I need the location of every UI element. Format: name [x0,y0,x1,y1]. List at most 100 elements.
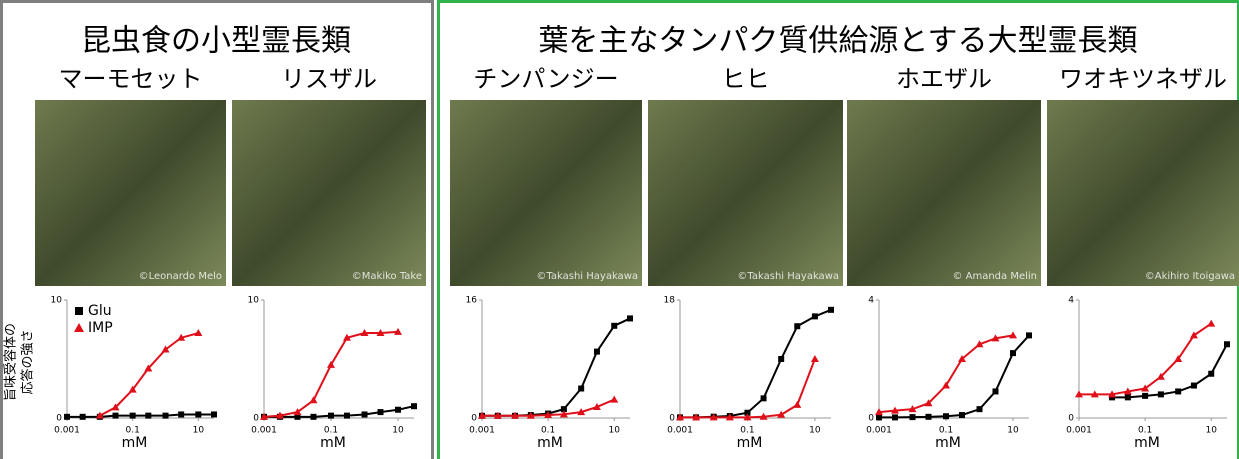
y-tick-label: 0 [253,414,259,424]
photo [1047,100,1239,286]
y-tick-label: 16 [466,296,478,306]
point [811,355,819,362]
point [145,413,151,419]
point [578,386,584,392]
x-tick-label: 0.001 [667,426,693,436]
point [925,414,931,420]
point [910,414,916,420]
x-tick-label: 0.1 [324,426,338,436]
point [377,409,383,415]
point [163,413,169,419]
photo-credit: ©Takashi Hayakawa [536,271,638,282]
point [992,388,998,394]
x-axis-label: mM [1134,435,1160,451]
point [1010,350,1016,356]
point [344,413,350,419]
y-tick-label: 0 [669,414,675,424]
point [112,413,118,419]
point [328,413,334,419]
x-tick-label: 0.001 [54,426,80,436]
x-tick-label: 0.001 [469,426,495,436]
series-line [680,310,831,418]
y-axis-label: 応答の強さ [20,329,36,394]
photo-credit: ©Takashi Hayakawa [737,271,839,282]
chart-title: ワオキツネザル [1059,65,1227,93]
point [1158,391,1164,397]
y-tick-label: 18 [664,296,676,306]
photo-credit: © Amanda Melin [952,271,1037,282]
y-tick-label: 0 [56,414,62,424]
x-tick-label: 0.1 [1138,426,1152,436]
photo-credit: ©Makiko Take [352,271,422,282]
point [411,403,417,409]
photo [232,100,426,286]
x-tick-label: 0.001 [1066,426,1092,436]
series-line [67,414,214,416]
x-tick-label: 10 [392,426,404,436]
group-title: 葉を主なタンパク質供給源とする大型霊長類 [538,24,1137,59]
photo [648,100,843,286]
point [1142,393,1148,399]
y-tick-label: 0 [868,414,874,424]
point [610,396,618,403]
series-line [879,335,1013,412]
point [793,401,801,408]
x-tick-label: 0.001 [251,426,277,436]
photo [450,100,642,286]
point [395,407,401,413]
legend-label: IMP [88,320,113,336]
legend-marker [74,323,84,332]
point [195,411,201,417]
point [1175,388,1181,394]
x-axis-label: mM [935,435,961,451]
point [594,349,600,355]
y-tick-label: 4 [1068,296,1074,306]
point [1026,332,1032,338]
x-tick-label: 0.1 [939,426,953,436]
x-tick-label: 0.001 [866,426,892,436]
x-tick-label: 0.1 [740,426,754,436]
y-tick-label: 10 [51,296,63,306]
point [627,315,633,321]
point [1208,371,1214,377]
point [828,307,834,313]
series-line [680,359,815,417]
point [362,411,368,417]
photo-credit: ©Leonardo Melo [139,271,222,282]
point [211,411,217,417]
point [309,396,317,403]
series-line [264,332,398,417]
chart-title: ヒヒ [722,65,770,93]
point [812,313,818,319]
x-tick-label: 10 [809,426,821,436]
photo-credit: ©Akihiro Itoigawa [1145,271,1235,282]
point [876,414,882,420]
y-tick-label: 0 [471,414,477,424]
point [892,414,898,420]
point [943,413,949,419]
point [778,356,784,362]
group-title: 昆虫食の小型霊長類 [81,24,351,59]
x-tick-label: 0.1 [541,426,555,436]
photo [35,100,226,286]
x-tick-label: 10 [193,426,205,436]
point [959,412,965,418]
chart-title: マーモセット [59,65,203,93]
point [80,414,86,420]
point [977,406,983,412]
x-tick-label: 10 [609,426,621,436]
chart-title: ホエザル [896,65,992,93]
point [1207,320,1215,327]
series-line [879,335,1029,417]
point [611,323,617,329]
x-axis-label: mM [320,435,346,451]
x-tick-label: 10 [1206,426,1218,436]
point [194,329,202,336]
point [130,413,136,419]
point [761,395,767,401]
y-tick-label: 0 [1068,414,1074,424]
point [178,411,184,417]
y-tick-label: 10 [248,296,260,306]
x-tick-label: 10 [1007,426,1019,436]
x-axis-label: mM [122,435,148,451]
